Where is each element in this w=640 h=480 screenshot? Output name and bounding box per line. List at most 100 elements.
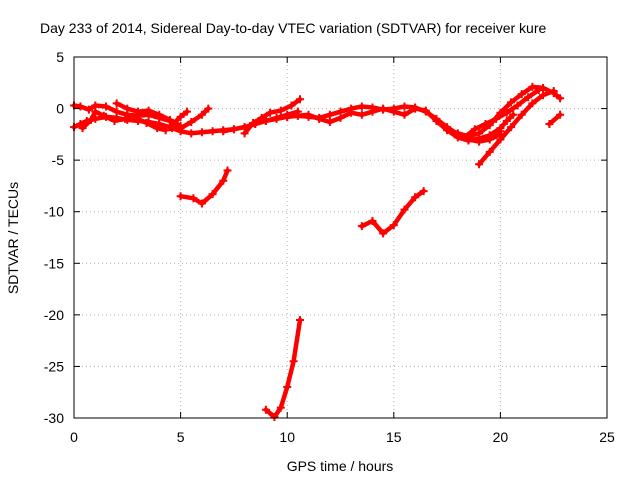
- data-point-arc17: [556, 110, 565, 119]
- data-point-arc13: [453, 129, 462, 138]
- series-line-arc17: [547, 112, 563, 127]
- y-tick-label: 5: [56, 49, 64, 65]
- chart-title: Day 233 of 2014, Sidereal Day-to-day VTE…: [40, 20, 546, 36]
- data-point-arc11: [368, 107, 377, 116]
- data-point-arc2: [101, 102, 110, 111]
- data-point-arc1: [187, 129, 196, 138]
- data-point-arc14: [539, 91, 548, 100]
- y-tick-label: -10: [44, 204, 64, 220]
- data-point-arc3: [121, 114, 130, 123]
- data-point-arc12: [419, 187, 428, 196]
- data-point-arc8: [229, 125, 238, 134]
- data-point-arc11: [315, 114, 324, 123]
- data-point-arc12: [411, 193, 420, 202]
- data-point-arc5: [176, 112, 185, 121]
- data-point-arc9: [266, 108, 275, 117]
- data-point-arc11: [357, 110, 366, 119]
- data-point-arc11: [411, 104, 420, 113]
- x-axis-label: GPS time / hours: [287, 458, 394, 474]
- data-point-arc15: [534, 86, 543, 95]
- data-point-arc3: [87, 115, 96, 124]
- x-tick-label: 20: [493, 429, 509, 445]
- data-point-arc4: [112, 99, 121, 108]
- data-point-arc16: [496, 124, 505, 133]
- data-point-arc11: [336, 113, 345, 122]
- data-point-arc12: [400, 205, 409, 214]
- data-point-arc3: [99, 111, 108, 120]
- data-point-arc4: [144, 106, 153, 115]
- data-point-arc14: [549, 87, 558, 96]
- data-point-arc11: [293, 111, 302, 120]
- data-point-arc1: [76, 120, 85, 129]
- data-point-arc6: [204, 104, 213, 113]
- data-point-arc6: [187, 117, 196, 126]
- tick-layer: 0 5 10 15 20 25 -30 -25 -20 -15 -10 -5 0 5: [44, 49, 615, 445]
- data-point-arc12: [368, 216, 377, 225]
- data-point-arc10: [289, 357, 298, 366]
- data-point-arc1: [208, 127, 217, 136]
- data-point-arc13: [517, 90, 526, 99]
- data-point-arc8: [219, 127, 228, 136]
- x-tick-label: 5: [177, 429, 185, 445]
- data-point-arc13: [475, 129, 484, 138]
- data-point-arc3: [91, 107, 100, 116]
- data-point-arc17: [545, 120, 554, 129]
- data-point-arc15: [513, 101, 522, 110]
- data-point-arc11: [400, 110, 409, 119]
- data-point-arc15: [481, 120, 490, 129]
- data-point-arc7: [223, 166, 232, 175]
- data-point-arc8: [272, 113, 281, 122]
- data-point-arc11: [283, 112, 292, 121]
- data-point-arc10: [276, 403, 285, 412]
- data-point-arc7: [219, 176, 228, 185]
- data-point-arc10: [283, 383, 292, 392]
- data-point-arc11: [379, 104, 388, 113]
- data-point-arc2: [84, 105, 93, 114]
- data-point-arc1: [400, 102, 409, 111]
- data-point-arc6: [168, 124, 177, 133]
- data-point-arc6: [197, 110, 206, 119]
- data-point-arc15: [502, 108, 511, 117]
- data-point-arc14: [485, 147, 494, 156]
- data-point-arc13: [556, 94, 565, 103]
- series-line-arc16: [487, 112, 516, 138]
- y-tick-label: -25: [44, 358, 64, 374]
- data-point-arc11: [325, 117, 334, 126]
- x-tick-label: 15: [386, 429, 402, 445]
- data-point-arc7: [208, 190, 217, 199]
- data-point-arc9: [257, 113, 266, 122]
- data-point-arc2: [76, 102, 85, 111]
- plot-frame: [73, 56, 608, 419]
- data-point-arc9: [295, 95, 304, 104]
- data-point-arc3: [142, 119, 151, 128]
- data-point-arc11: [421, 106, 430, 115]
- data-point-arc4: [133, 107, 142, 116]
- data-point-arc15: [524, 93, 533, 102]
- data-point-arc14: [517, 110, 526, 119]
- x-tick-label: 10: [279, 429, 295, 445]
- data-point-arc11: [304, 110, 313, 119]
- x-tick-label: 0: [70, 429, 78, 445]
- data-point-arc10: [261, 405, 270, 414]
- y-tick-label: 0: [56, 101, 64, 117]
- data-point-arc1: [325, 110, 334, 119]
- data-point-arc3: [161, 126, 170, 135]
- data-point-arc2: [112, 107, 121, 116]
- y-tick-label: -30: [44, 410, 64, 426]
- data-point-arc7: [189, 194, 198, 203]
- data-point-arc1: [197, 128, 206, 137]
- data-point-arc10: [270, 412, 279, 421]
- data-point-arc8: [261, 116, 270, 125]
- data-point-arc9: [240, 129, 249, 138]
- data-point-arc6: [176, 124, 185, 133]
- y-axis-label: SDTVAR / TECUs: [5, 182, 21, 294]
- data-point-arc16: [502, 116, 511, 125]
- data-point-arc12: [389, 221, 398, 230]
- data-point-arc1: [357, 102, 366, 111]
- data-point-arc12: [379, 229, 388, 238]
- data-point-arc3: [131, 113, 140, 122]
- y-tick-label: -5: [52, 152, 65, 168]
- data-point-arc11: [347, 108, 356, 117]
- data-point-arc13: [507, 98, 516, 107]
